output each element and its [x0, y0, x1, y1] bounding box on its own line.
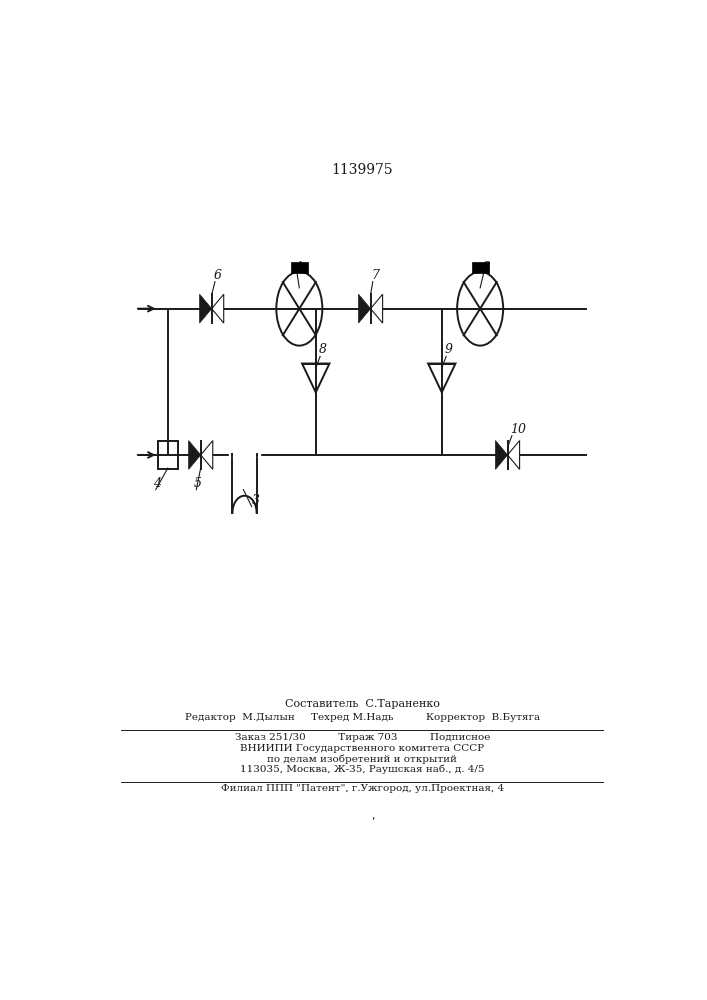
Text: Заказ 251/30          Тираж 703          Подписное: Заказ 251/30 Тираж 703 Подписное [235, 733, 490, 742]
Text: 10: 10 [510, 423, 526, 436]
Polygon shape [211, 294, 223, 323]
Text: 8: 8 [319, 343, 327, 356]
Text: ВНИИПИ Государственного комитета СССР: ВНИИПИ Государственного комитета СССР [240, 744, 484, 753]
Bar [158, 441, 177, 469]
Text: Филиал ППП "Патент", г.Ужгород, ул.Проектная, 4: Филиал ППП "Патент", г.Ужгород, ул.Проек… [221, 784, 504, 793]
Text: 4: 4 [153, 477, 161, 490]
Polygon shape [201, 441, 213, 469]
Text: 5: 5 [194, 477, 201, 490]
Polygon shape [189, 441, 201, 469]
Text: 1139975: 1139975 [332, 163, 393, 177]
Text: ,: , [372, 811, 375, 821]
Text: Составитель  С.Тараненко: Составитель С.Тараненко [285, 699, 440, 709]
Text: 9: 9 [445, 343, 452, 356]
Text: 2: 2 [481, 261, 490, 274]
Bar [472, 262, 489, 273]
Polygon shape [496, 441, 508, 469]
Polygon shape [199, 294, 211, 323]
Text: 6: 6 [214, 269, 221, 282]
Text: Редактор  М.Дылын     Техред М.Надь          Корректор  В.Бутяга: Редактор М.Дылын Техред М.Надь Корректор… [185, 713, 540, 722]
Text: 1: 1 [296, 261, 303, 274]
Text: 113035, Москва, Ж-35, Раушская наб., д. 4/5: 113035, Москва, Ж-35, Раушская наб., д. … [240, 765, 484, 774]
Text: 7: 7 [371, 269, 379, 282]
Polygon shape [508, 441, 520, 469]
Text: по делам изобретений и открытий: по делам изобретений и открытий [267, 754, 457, 764]
Text: 3: 3 [252, 494, 259, 507]
Bar [291, 262, 308, 273]
Polygon shape [358, 294, 370, 323]
Polygon shape [370, 294, 382, 323]
